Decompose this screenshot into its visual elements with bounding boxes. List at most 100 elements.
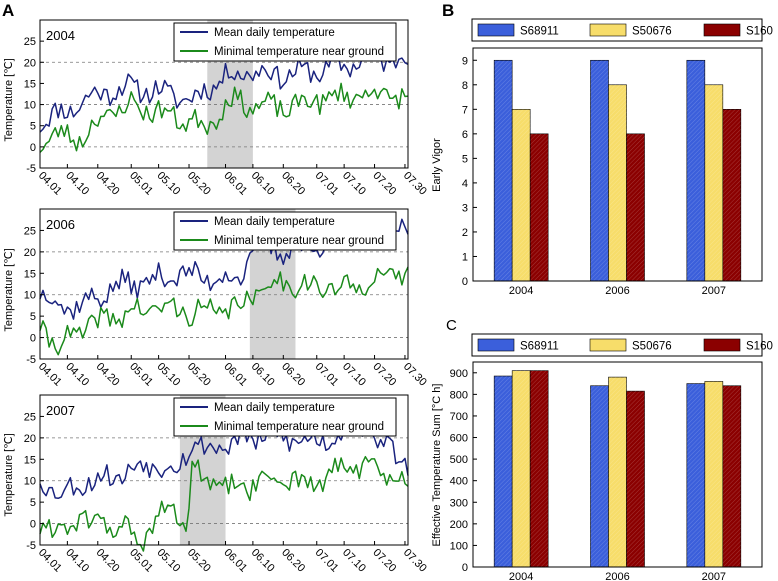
x-tick-label: 04.20 [94,361,122,389]
y-tick-label: 800 [450,389,468,401]
x-tick-label: 07.20 [370,547,398,575]
x-tick-label: 04.10 [63,170,91,198]
plot-frame [39,394,409,546]
y-tick-label: 15 [24,268,36,280]
y-tick-label: 25 [24,36,36,48]
bar-s50676-2006-texture [608,84,627,281]
early-vigor-chart: S68911 S50676 S160 0 1 2 3 4 5 6 7 8 9 2004 2006 20… [431,18,773,297]
y-tick-label: 5 [30,311,36,323]
y-tick-label: 300 [450,497,468,509]
x-tick-label: 04.20 [94,547,122,575]
y-tick-label: 100 [450,540,468,552]
bar-s160-2007-texture [722,385,741,567]
temperature-chart-2004: 25 20 15 10 5 0 -5 04.01 04.10 04.20 05.01 05.10 05… [3,19,429,198]
legend-label-s50676: S50676 [632,341,672,353]
x-tick-label: 04.10 [63,547,91,575]
bar-s68911-2007-texture [686,60,705,282]
bar-s50676-2004-texture [512,370,531,567]
x-tick-label: 05.01 [127,170,155,198]
x-tick-label: 07.10 [340,547,368,575]
y-tick-label: 20 [24,247,36,259]
y-tick-label: 5 [462,153,468,165]
temperature-chart-2006: 25 20 15 10 5 0 -5 04.01 04.10 04.20 05.01 05.10 05… [3,208,429,389]
y-tick-label: 6 [462,129,468,141]
series-line-mean [39,41,409,133]
series-line-minimum [39,266,409,356]
x-tick-label: 06.01 [221,361,249,389]
legend-label-s160: S160 [746,26,773,38]
x-tick-label: 07.30 [401,547,429,575]
legend-swatch-s50676 [589,23,627,37]
x-tick-label: 05.20 [185,361,213,389]
x-tick-label: 06.20 [279,547,307,575]
legend-swatch-s160 [703,23,741,37]
bar-s68911-2004-texture [494,60,513,282]
y-axis-label: Temperature [℃] [3,433,15,516]
y-tick-label: 700 [450,411,468,423]
bar-s160-2006-texture [626,391,645,567]
bar-s160-2006-texture [626,133,645,281]
legend-label-mean: Mean daily temperature [214,27,335,39]
x-tick-label: 07.01 [313,361,341,389]
legend-label-min: Minimal temperature near ground [214,421,384,433]
y-tick-label: 600 [450,433,468,445]
y-tick-label: -5 [26,163,36,175]
y-tick-label: 20 [24,433,36,445]
y-tick-label: 200 [450,519,468,531]
y-tick-label: 20 [24,57,36,69]
y-tick-label: 5 [30,497,36,509]
x-tick-label: 05.10 [154,547,182,575]
legend-label-min: Minimal temperature near ground [214,235,384,247]
y-tick-label: 0 [462,276,468,288]
y-tick-label: 0 [30,142,36,154]
x-tick-label: 05.01 [127,547,155,575]
x-tick-label: 2007 [702,571,726,581]
legend-swatch-s50676 [589,338,627,352]
legend-label-s50676: S50676 [632,26,672,38]
y-tick-label: 0 [30,333,36,345]
bar-s50676-2004-texture [512,109,531,281]
x-tick-label: 2004 [509,571,533,581]
x-tick-label: 05.10 [154,361,182,389]
x-tick-label: 2004 [509,285,533,297]
plot-frame [39,19,409,169]
bar-s50676-2006-texture [608,377,627,567]
x-tick-label: 05.20 [185,547,213,575]
bar-s68911-2007-texture [686,383,705,567]
y-axis-label: Temperature [℃] [3,58,15,141]
panel-label-c: C [446,317,457,334]
x-tick-label: 2006 [605,571,629,581]
legend-swatch-s160 [703,338,741,352]
y-tick-label: 15 [24,78,36,90]
x-tick-label: 07.10 [340,361,368,389]
series-line-minimum [39,82,409,153]
y-tick-label: 7 [462,104,468,116]
y-tick-label: 4 [462,178,468,190]
x-tick-label: 06.10 [249,361,277,389]
legend: Mean daily temperature Minimal temperatu… [173,211,397,251]
legend-box [173,397,397,437]
x-tick-label: 07.20 [370,361,398,389]
y-axis-label: Early Vigor [431,138,443,192]
bar-s160-2004-texture [530,370,549,567]
x-tick-label: 06.10 [249,547,277,575]
legend-label-mean: Mean daily temperature [214,402,335,414]
y-tick-label: 9 [462,55,468,67]
x-tick-label: 05.10 [154,170,182,198]
y-tick-label: 10 [24,290,36,302]
x-tick-label: 04.01 [36,547,64,575]
x-tick-label: 04.20 [94,170,122,198]
y-tick-label: 1 [462,251,468,263]
x-tick-label: 2007 [702,285,726,297]
plot-frame [39,208,409,360]
x-tick-label: 07.01 [313,170,341,198]
y-tick-label: 2 [462,227,468,239]
y-tick-label: 10 [24,100,36,112]
y-tick-label: 400 [450,476,468,488]
legend: S68911 S50676 S160 [471,18,773,42]
x-tick-label: 07.30 [401,361,429,389]
panel-label-a: A [2,1,14,20]
x-tick-label: 06.01 [221,547,249,575]
y-tick-label: 15 [24,454,36,466]
